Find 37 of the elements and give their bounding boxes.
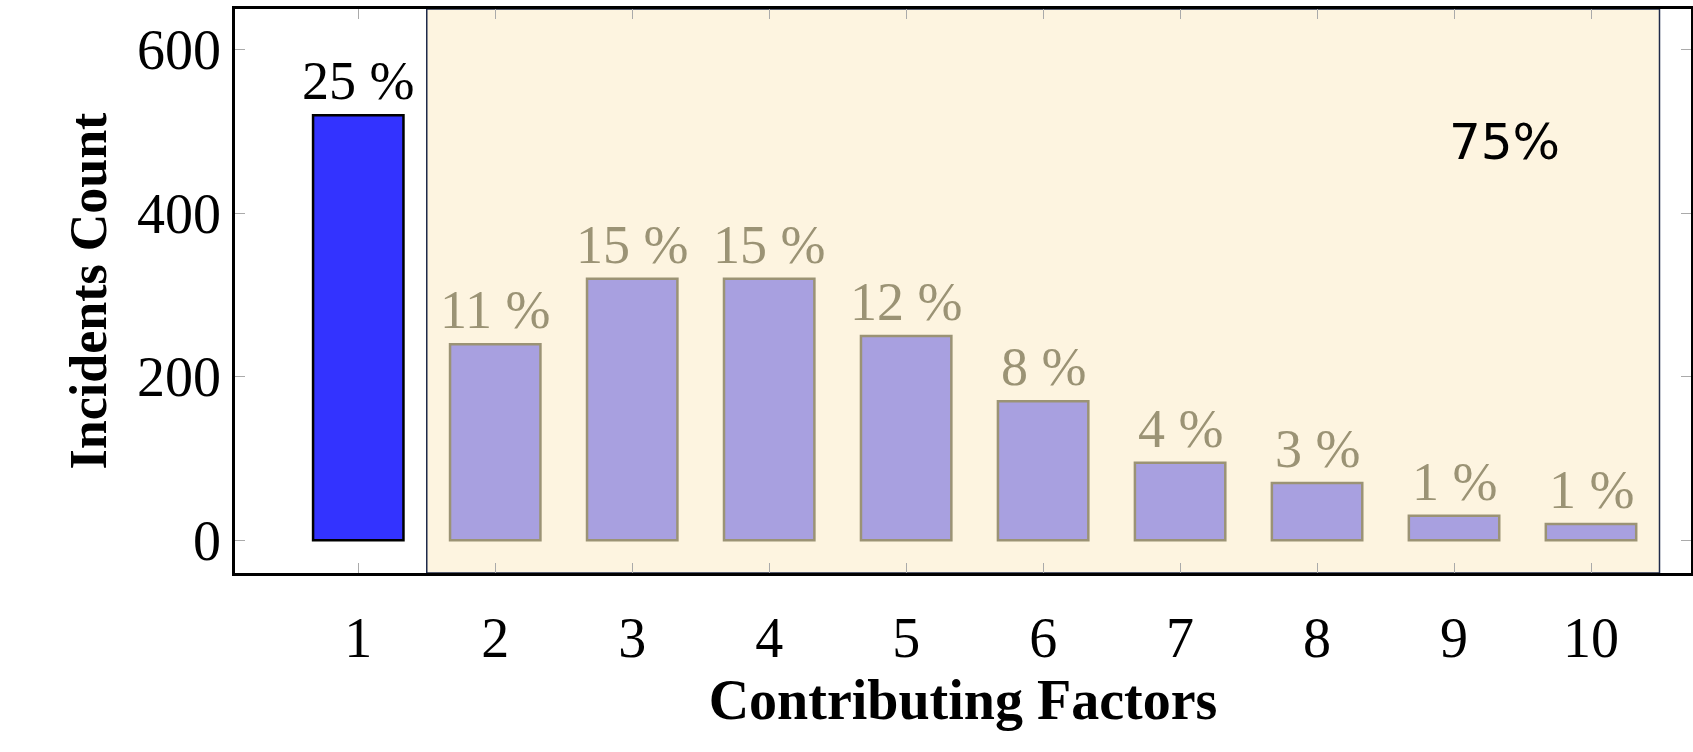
x-tick-label: 2	[481, 606, 510, 669]
bar	[996, 400, 1090, 542]
x-tick-label: 7	[1166, 606, 1195, 669]
bar	[1270, 481, 1364, 542]
bar	[448, 342, 542, 542]
annotation: 1 %	[1549, 460, 1635, 520]
bar	[1407, 514, 1501, 542]
x-axis-title: Contributing Factors	[708, 668, 1218, 731]
annotation: 11 %	[440, 280, 551, 340]
x-tick-label: 9	[1440, 606, 1469, 669]
bar	[1133, 461, 1227, 542]
annotation: 15 %	[713, 215, 826, 275]
x-tick-label: 1	[344, 606, 373, 669]
band-label: 75%	[1449, 113, 1561, 171]
y-tick-label: 600	[137, 19, 222, 82]
x-tick-label: 10	[1563, 606, 1620, 669]
y-axis-title: Incidents Count	[60, 111, 118, 470]
bar	[722, 277, 816, 542]
x-tick-label: 5	[892, 606, 921, 669]
x-tick-label: 6	[1029, 606, 1058, 669]
bar	[1544, 522, 1638, 542]
bar	[311, 114, 405, 542]
bar	[585, 277, 679, 542]
x-tick-label: 3	[618, 606, 647, 669]
annotation: 15 %	[576, 215, 689, 275]
y-tick-label: 0	[193, 509, 222, 572]
annotation: 1 %	[1412, 452, 1498, 512]
annotation: 12 %	[850, 272, 963, 332]
x-tick-label: 8	[1303, 606, 1332, 669]
bar	[859, 334, 953, 542]
y-tick-label: 400	[137, 182, 222, 245]
y-tick-label: 200	[137, 346, 222, 409]
annotation: 3 %	[1275, 419, 1361, 479]
x-tick-label: 4	[755, 606, 784, 669]
annotation: 8 %	[1001, 337, 1087, 397]
annotation: 25 %	[302, 51, 415, 111]
annotation: 4 %	[1138, 399, 1224, 459]
